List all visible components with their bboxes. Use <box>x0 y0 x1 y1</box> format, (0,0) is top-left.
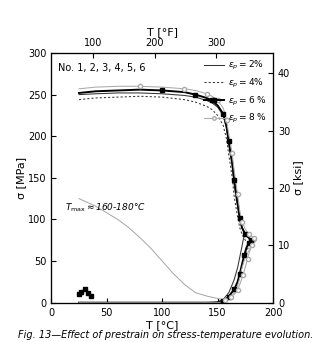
X-axis label: T [°F]: T [°F] <box>147 27 178 37</box>
X-axis label: T [°C]: T [°C] <box>146 320 178 330</box>
Text: Fig. 13—Effect of prestrain on stress-temperature evolution.: Fig. 13—Effect of prestrain on stress-te… <box>18 330 313 340</box>
Legend: $\varepsilon_p$$=2\%$, $\varepsilon_p$$=4\%$, $\varepsilon_p$$=6\ \%$, $\varepsi: $\varepsilon_p$$=2\%$, $\varepsilon_p$$=… <box>203 57 268 127</box>
Text: No. 1, 2, 3, 4, 5, 6: No. 1, 2, 3, 4, 5, 6 <box>58 63 145 73</box>
Y-axis label: σ [ksi]: σ [ksi] <box>293 160 303 195</box>
Text: $T_{\mathrm{max}}$$\approx$160-180°C: $T_{\mathrm{max}}$$\approx$160-180°C <box>65 201 146 214</box>
Y-axis label: σ [MPa]: σ [MPa] <box>17 157 26 199</box>
